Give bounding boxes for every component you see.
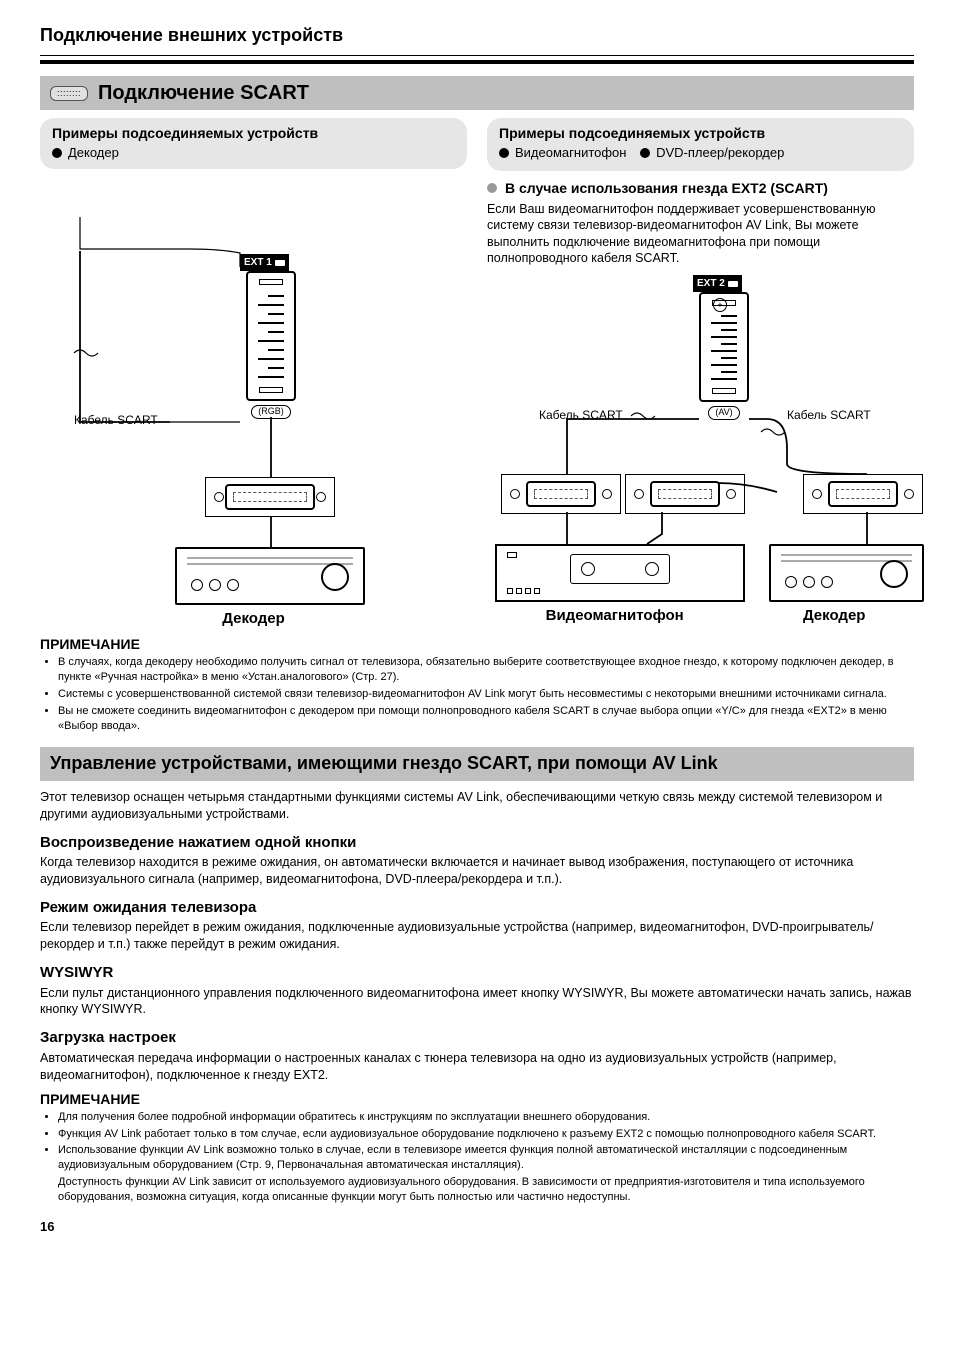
scart-plug-holder (803, 474, 923, 514)
avlink-h3: WYSIWYR (40, 963, 914, 983)
page-number: 16 (40, 1219, 914, 1236)
scart-plug-icon (828, 481, 898, 507)
avlink-h2: Режим ожидания телевизора (40, 898, 914, 918)
notes2-title: ПРИМЕЧАНИЕ (40, 1090, 914, 1108)
cable-label-r-right: Кабель SCART (787, 408, 871, 424)
list-item: Использование функции AV Link возможно т… (58, 1143, 914, 1173)
scart-plug-icon (526, 481, 596, 507)
avlink-p2: Если телевизор перейдет в режим ожидания… (40, 919, 914, 953)
avlink-p3: Если пульт дистанционного управления под… (40, 985, 914, 1019)
examples-pill-left: Примеры подсоединяемых устройств Декодер (40, 118, 467, 169)
ext2-subhead-row: В случае использования гнезда EXT2 (SCAR… (487, 179, 914, 197)
right-column: Примеры подсоединяемых устройств Видеома… (487, 118, 914, 629)
diagram-caption-decoder2: Декодер (754, 606, 914, 626)
diagram-caption-vcr: Видеомагнитофон (487, 606, 742, 626)
list-item: В случаях, когда декодеру необходимо пол… (58, 655, 914, 685)
vcr-device-icon (495, 544, 745, 602)
rule-thin (40, 55, 914, 56)
pill-title-right: Примеры подсоединяемых устройств (499, 124, 902, 142)
diagram-caption-decoder: Декодер (40, 609, 467, 629)
avlink-intro: Этот телевизор оснащен четырьмя стандарт… (40, 789, 914, 823)
notes1-title: ПРИМЕЧАНИЕ (40, 635, 914, 653)
list-item: Функция AV Link работает только в том сл… (58, 1127, 914, 1142)
page-title: Подключение внешних устройств (40, 24, 914, 47)
diagram-ext1: EXT 1 (RGB) Кабель SCART (40, 177, 467, 607)
section-bar-title: Подключение SCART (98, 80, 309, 106)
bullet-dot-icon (499, 148, 509, 158)
list-item: Доступность функции AV Link зависит от и… (40, 1175, 914, 1205)
list-item: Системы с усовершенствованной системой с… (58, 687, 914, 702)
bullet-text: Декодер (68, 145, 119, 162)
list-item: Для получения более подробной информации… (58, 1110, 914, 1125)
scart-connector-icon: :::::::: (50, 86, 88, 102)
grey-dot-icon (487, 183, 497, 193)
bullet-text: DVD-плеер/рекордер (656, 145, 784, 162)
section-bar-scart: :::::::: Подключение SCART (40, 76, 914, 110)
avlink-h1: Воспроизведение нажатием одной кнопки (40, 833, 914, 853)
bullet-dot-icon (52, 148, 62, 158)
bullet-dot-icon (640, 148, 650, 158)
ext2-subhead: В случае использования гнезда EXT2 (SCAR… (505, 179, 828, 197)
rule-thick (40, 60, 914, 64)
scart-plug-holder (625, 474, 745, 514)
notes2-list: Для получения более подробной информации… (40, 1110, 914, 1205)
scart-plug-icon (650, 481, 720, 507)
examples-pill-right: Примеры подсоединяемых устройств Видеома… (487, 118, 914, 171)
avlink-p1: Когда телевизор находится в режиме ожида… (40, 854, 914, 888)
list-item: Вы не сможете соединить видеомагнитофон … (58, 704, 914, 734)
notes1-list: В случаях, когда декодеру необходимо пол… (40, 655, 914, 733)
avlink-p4: Автоматическая передача информации о нас… (40, 1050, 914, 1084)
scart-plug-holder (501, 474, 621, 514)
diagram-ext2: EXT 2 (AV) + (487, 274, 914, 604)
ext2-intro-text: Если Ваш видеомагнитофон поддерживает ус… (487, 201, 914, 266)
avlink-section-bar: Управление устройствами, имеющими гнездо… (40, 747, 914, 780)
cable-label-r-left: Кабель SCART (539, 408, 623, 424)
avlink-h4: Загрузка настроек (40, 1028, 914, 1048)
pill-title-left: Примеры подсоединяемых устройств (52, 124, 455, 142)
decoder-device-icon (175, 547, 365, 605)
bullet-text: Видеомагнитофон (515, 145, 626, 162)
left-column: Примеры подсоединяемых устройств Декодер… (40, 118, 467, 629)
decoder-device-icon (769, 544, 924, 602)
